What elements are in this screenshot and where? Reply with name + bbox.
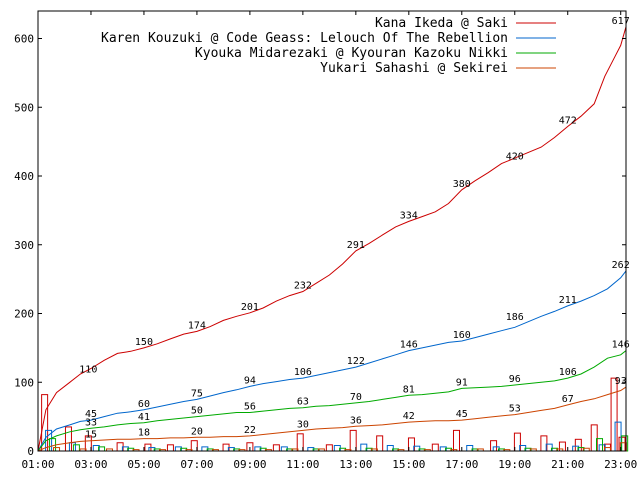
data-label: 75 (191, 388, 203, 399)
data-label: 33 (85, 417, 97, 428)
data-label: 22 (244, 425, 256, 436)
lines-layer (37, 26, 627, 452)
y-tick-label: 0 (27, 445, 34, 458)
x-tick-label: 05:00 (127, 458, 160, 471)
data-label: 45 (456, 409, 468, 420)
data-label: 50 (191, 406, 203, 417)
activity-bar (166, 444, 174, 452)
activity-bar (53, 447, 61, 452)
series-line (37, 386, 627, 452)
bars-layer (41, 377, 629, 452)
data-label: 262 (612, 260, 630, 271)
data-label: 53 (509, 404, 521, 415)
data-label: 201 (241, 302, 259, 313)
x-tick-label: 23:00 (604, 458, 637, 471)
activity-bar (431, 443, 439, 452)
activity-bar (64, 426, 72, 452)
activity-bar (68, 442, 76, 452)
x-tick-label: 01:00 (21, 458, 54, 471)
y-tick-label: 500 (14, 101, 34, 114)
activity-bar (296, 433, 304, 452)
series-line (37, 270, 627, 452)
data-label: 472 (559, 116, 577, 127)
x-tick-label: 07:00 (180, 458, 213, 471)
data-label: 174 (188, 320, 206, 331)
data-label: 211 (559, 295, 577, 306)
x-tick-label: 09:00 (233, 458, 266, 471)
data-label: 96 (509, 374, 521, 385)
data-label: 146 (612, 340, 630, 351)
data-label: 42 (403, 411, 415, 422)
data-label: 15 (85, 430, 97, 441)
data-label: 30 (297, 419, 309, 430)
activity-bar (610, 377, 618, 452)
data-label: 20 (191, 426, 203, 437)
series-line (37, 350, 627, 452)
data-label: 56 (244, 402, 256, 413)
data-label: 334 (400, 210, 418, 221)
data-label: 232 (294, 281, 312, 292)
x-tick-label: 19:00 (498, 458, 531, 471)
y-tick-label: 400 (14, 170, 34, 183)
data-label: 106 (294, 367, 312, 378)
data-label: 160 (453, 330, 471, 341)
data-label: 106 (559, 367, 577, 378)
data-label: 94 (244, 375, 256, 386)
y-tick-label: 100 (14, 376, 34, 389)
data-label: 291 (347, 240, 365, 251)
legend-label: Yukari Sahashi @ Sekirei (320, 61, 508, 76)
data-label: 91 (456, 377, 468, 388)
data-label: 122 (347, 356, 365, 367)
data-label: 18 (138, 428, 150, 439)
data-label: 93 (615, 376, 627, 387)
activity-bar (325, 444, 333, 452)
data-label: 380 (453, 179, 471, 190)
data-label: 63 (297, 397, 309, 408)
y-tick-label: 300 (14, 239, 34, 252)
x-axis: 01:00 03:00 05:00 07:00 09:00 11:00 13:00 15:00… (21, 11, 637, 471)
activity-bar (72, 444, 80, 452)
x-tick-label: 13:00 (339, 458, 372, 471)
data-label: 150 (135, 337, 153, 348)
data-label: 420 (506, 151, 524, 162)
data-label: 70 (350, 392, 362, 403)
y-tick-label: 200 (14, 308, 34, 321)
y-axis: 0 100 200 300 400 500 600 (14, 33, 626, 458)
data-labels-layer: 110 150 174 201 232 291 334 380 420 472 617 45 60 75 9… (79, 16, 629, 441)
data-label: 60 (138, 399, 150, 410)
x-tick-label: 21:00 (551, 458, 584, 471)
x-tick-label: 15:00 (392, 458, 425, 471)
activity-bar (272, 444, 280, 452)
data-label: 45 (85, 409, 97, 420)
data-label: 617 (612, 16, 630, 27)
plot-frame (37, 10, 627, 452)
x-tick-label: 11:00 (286, 458, 319, 471)
data-label: 81 (403, 384, 415, 395)
legend-label: Karen Kouzuki @ Code Geass: Lelouch Of T… (101, 31, 508, 46)
data-label: 110 (79, 364, 97, 375)
data-label: 67 (562, 394, 574, 405)
legend-label: Kyouka Midarezaki @ Kyouran Kazoku Nikki (195, 46, 508, 61)
data-label: 36 (350, 415, 362, 426)
legend-label: Kana Ikeda @ Saki (375, 16, 508, 31)
data-label: 186 (506, 312, 524, 323)
series-line (37, 26, 627, 452)
x-tick-label: 03:00 (74, 458, 107, 471)
x-tick-label: 17:00 (445, 458, 478, 471)
y-tick-label: 600 (14, 33, 34, 46)
data-label: 146 (400, 340, 418, 351)
activity-bar (452, 429, 460, 452)
activity-bar (349, 429, 357, 452)
data-label: 41 (138, 412, 150, 423)
